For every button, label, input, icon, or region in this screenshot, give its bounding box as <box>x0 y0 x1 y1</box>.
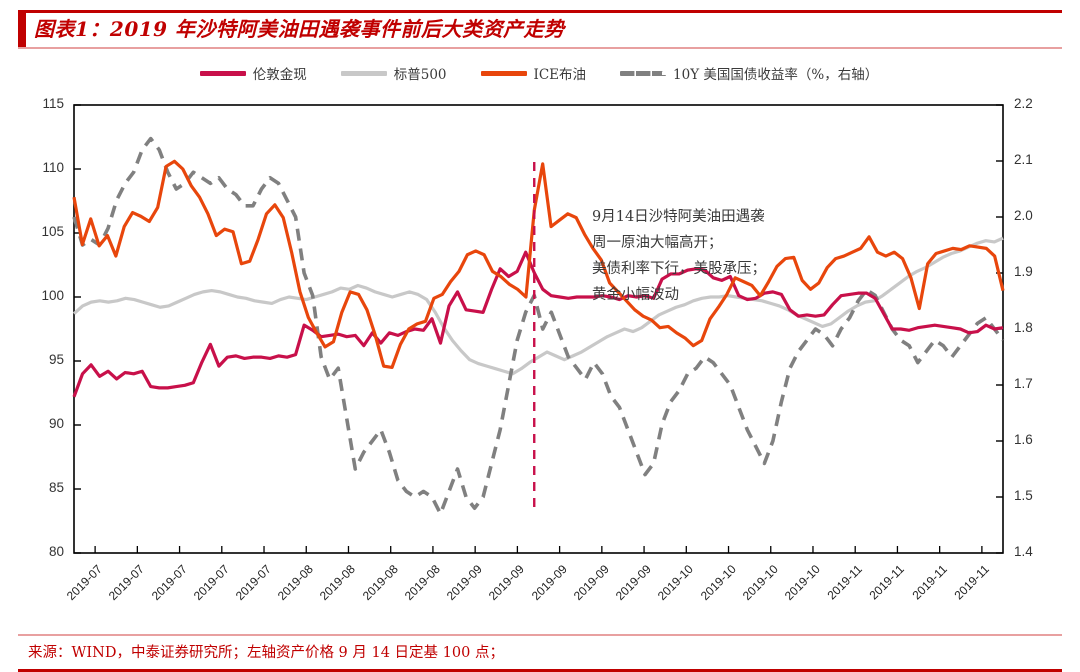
legend-label-sp500: 标普500 <box>393 67 447 83</box>
legend-item-gold[interactable]: 伦敦金现 <box>199 63 307 83</box>
plot-frame <box>73 104 1004 554</box>
annotation-line-4: 黄金小幅波动 <box>592 287 679 303</box>
annotation-line-2: 周一原油大幅高开； <box>592 235 723 251</box>
title-rule-top <box>18 10 1062 13</box>
y-right-tick-label: 1.4 <box>1014 544 1033 559</box>
annotation-line-1: 9月14日沙特阿美油田遇袭 <box>592 209 765 225</box>
series-line <box>72 250 1004 398</box>
y-left-tick-label: 95 <box>48 352 64 367</box>
legend-swatch-sp500 <box>340 70 387 76</box>
legend-item-brent[interactable]: ICE布油 <box>480 63 587 83</box>
title-accent-bar <box>18 10 26 49</box>
legend-swatch-ust10y <box>620 70 667 76</box>
source-note: 来源：WIND，中泰证券研究所；左轴资产价格 9 月 14 日定基 100 点； <box>28 645 504 661</box>
chart-svg <box>72 104 1005 554</box>
legend-label-ust10y: 10Y 美国国债收益率（%，右轴） <box>673 67 879 83</box>
event-annotation: 9月14日沙特阿美油田遇袭 周一原油大幅高开； 美债利率下行，美股承压； 黄金小… <box>592 204 766 308</box>
annotation-line-3: 美债利率下行，美股承压； <box>592 261 766 277</box>
legend-item-sp500[interactable]: 标普500 <box>340 63 447 83</box>
y-right-tick-label: 1.8 <box>1014 320 1033 335</box>
footer-rule-bottom <box>18 669 1062 672</box>
legend-swatch-gold <box>199 70 246 76</box>
y-left-tick-label: 110 <box>42 160 64 175</box>
chart-legend: 伦敦金现 标普500 ICE布油 10Y 美国国债收益率（%，右轴） <box>74 60 1004 86</box>
y-right-tick-label: 2.2 <box>1014 96 1033 111</box>
series-line <box>72 136 1005 516</box>
page-title: 图表1：2019 年沙特阿美油田遇袭事件前后大类资产走势 <box>34 17 565 41</box>
y-left-tick-label: 100 <box>41 288 64 303</box>
title-rule-bottom <box>18 47 1062 49</box>
y-right-tick-label: 1.5 <box>1014 488 1033 503</box>
y-right-tick-label: 2.1 <box>1014 152 1033 167</box>
legend-swatch-brent <box>480 70 527 76</box>
y-right-tick-label: 1.9 <box>1014 264 1033 279</box>
legend-label-brent: ICE布油 <box>533 67 587 83</box>
series-line <box>72 159 1005 369</box>
y-left-tick-label: 105 <box>41 224 64 239</box>
y-right-tick-label: 2.0 <box>1014 208 1033 223</box>
chart-plot-area: 80 85 90 95 100 105 110 115 1.4 1.5 1.6 1.7 1.8 1.9 2… <box>0 88 1080 628</box>
series-line <box>72 236 1004 376</box>
legend-label-gold: 伦敦金现 <box>252 67 307 83</box>
y-left-tick-label: 115 <box>42 96 64 111</box>
y-left-tick-label: 85 <box>48 480 64 495</box>
y-right-tick-label: 1.7 <box>1014 376 1033 391</box>
y-right-tick-label: 1.6 <box>1014 432 1033 447</box>
y-left-tick-label: 90 <box>48 416 64 431</box>
legend-item-ust10y[interactable]: 10Y 美国国债收益率（%，右轴） <box>620 63 878 83</box>
footer-rule-top <box>18 634 1062 636</box>
y-left-tick-label: 80 <box>48 544 64 559</box>
